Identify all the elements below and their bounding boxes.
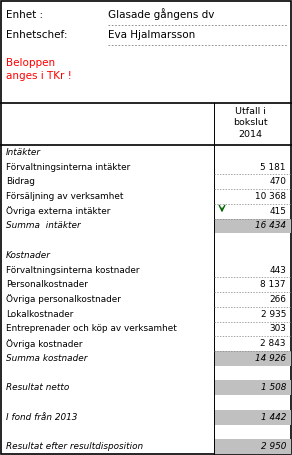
Text: Summa kostnader: Summa kostnader [6, 354, 87, 363]
Text: Personalkostnader: Personalkostnader [6, 280, 88, 289]
Text: Lokalkostnader: Lokalkostnader [6, 310, 73, 318]
Text: Glasade gångens dv: Glasade gångens dv [108, 8, 214, 20]
Text: I fond från 2013: I fond från 2013 [6, 413, 77, 422]
Text: Övriga kostnader: Övriga kostnader [6, 339, 83, 349]
Text: Övriga personalkostnader: Övriga personalkostnader [6, 294, 121, 304]
Text: 14 926: 14 926 [255, 354, 286, 363]
Text: 443: 443 [269, 266, 286, 274]
Bar [214, 380, 291, 395]
Text: Övriga externa intäkter: Övriga externa intäkter [6, 206, 110, 216]
Text: Resultat efter resultdisposition: Resultat efter resultdisposition [6, 442, 143, 451]
Text: 1 442: 1 442 [261, 413, 286, 422]
Bar [214, 439, 291, 454]
Text: Intäkter: Intäkter [6, 148, 41, 157]
Text: Utfall i
bokslut
2014: Utfall i bokslut 2014 [233, 107, 267, 139]
Text: Förvaltningsinterna intäkter: Förvaltningsinterna intäkter [6, 162, 130, 172]
Text: Beloppen
anges i TKr !: Beloppen anges i TKr ! [6, 58, 72, 81]
Text: Enhetschef:: Enhetschef: [6, 30, 67, 40]
Text: 415: 415 [269, 207, 286, 216]
Text: Förvaltningsinterna kostnader: Förvaltningsinterna kostnader [6, 266, 140, 274]
Text: Entreprenader och köp av verksamhet: Entreprenader och köp av verksamhet [6, 324, 177, 334]
Text: 10 368: 10 368 [255, 192, 286, 201]
Bar [214, 351, 291, 366]
Text: 303: 303 [269, 324, 286, 334]
Text: 266: 266 [269, 295, 286, 304]
Text: Kostnader: Kostnader [6, 251, 51, 260]
Text: 470: 470 [269, 177, 286, 186]
Bar [214, 410, 291, 425]
Bar [214, 218, 291, 233]
Text: 2 950: 2 950 [261, 442, 286, 451]
Text: 2 935: 2 935 [261, 310, 286, 318]
Text: Eva Hjalmarsson: Eva Hjalmarsson [108, 30, 195, 40]
Text: 2 843: 2 843 [260, 339, 286, 348]
Text: 8 137: 8 137 [260, 280, 286, 289]
Text: 5 181: 5 181 [260, 162, 286, 172]
Text: Enhet :: Enhet : [6, 10, 43, 20]
Text: Bidrag: Bidrag [6, 177, 35, 186]
Text: 1 508: 1 508 [261, 383, 286, 392]
Text: Resultat netto: Resultat netto [6, 383, 69, 392]
Text: Försäljning av verksamhet: Försäljning av verksamhet [6, 192, 124, 201]
Text: 16 434: 16 434 [255, 222, 286, 230]
Text: Summa  intäkter: Summa intäkter [6, 222, 81, 230]
